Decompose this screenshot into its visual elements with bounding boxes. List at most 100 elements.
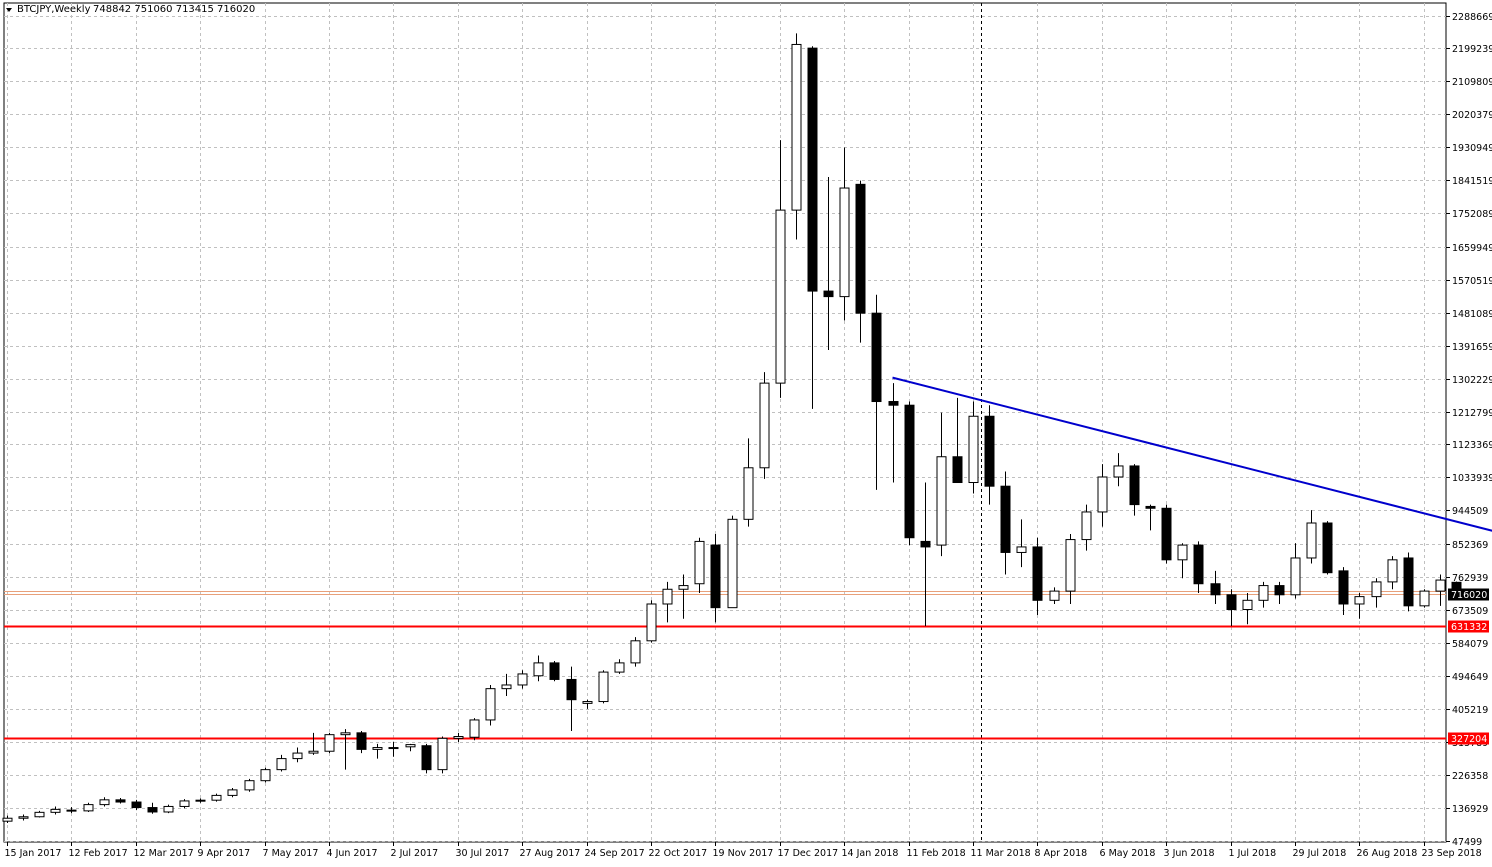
bear-candle-body (1338, 570, 1349, 605)
x-tick-label: 6 May 2018 (1100, 848, 1156, 859)
grid-layer (4, 3, 1446, 842)
candle (968, 401, 979, 494)
candle (823, 176, 834, 350)
x-tick-label: 7 May 2017 (263, 848, 319, 859)
candle (614, 659, 625, 674)
y-tick-label: 2199239 (1452, 44, 1492, 55)
candle (421, 743, 432, 774)
candle (1371, 578, 1382, 608)
candle (791, 33, 802, 240)
bull-candle-body (678, 585, 689, 590)
y-tick-label: 1570519 (1452, 276, 1492, 287)
candle (1032, 537, 1043, 616)
x-tick-label: 26 Aug 2018 (1357, 848, 1418, 859)
y-tick-label: 762939 (1452, 573, 1488, 584)
y-tick-label: 405219 (1452, 705, 1488, 716)
y-tick-label: 1391659 (1452, 342, 1492, 353)
bull-candle-body (195, 799, 206, 802)
candle (549, 661, 560, 682)
time-axis: 15 Jan 2017 12 Feb 2017 12 Mar 2017 9 Apr 2… (5, 842, 1482, 859)
x-tick-label: 1 Jul 2018 (1229, 848, 1277, 859)
support-price-badge (1448, 620, 1489, 633)
bull-candle-body (340, 732, 351, 736)
bear-candle-body (1193, 544, 1204, 585)
candle (1403, 552, 1414, 612)
candle (469, 718, 480, 741)
candle (131, 799, 142, 811)
bull-candle-body (308, 750, 319, 754)
x-tick-label: 17 Dec 2017 (778, 848, 839, 859)
candle (340, 729, 351, 770)
bull-candle-body (1242, 599, 1253, 611)
candle (598, 670, 609, 704)
bull-candle-body (614, 662, 625, 673)
x-tick-label: 24 Sep 2017 (585, 848, 645, 859)
bear-candle-body (566, 678, 577, 701)
bull-candle-body (582, 701, 593, 704)
bull-candle-body (1354, 596, 1365, 605)
y-tick-label: 584079 (1452, 639, 1488, 650)
x-tick-label: 4 Jun 2017 (327, 848, 378, 859)
candle (66, 807, 77, 814)
bull-candle-body (968, 415, 979, 484)
descending-trendline[interactable] (892, 376, 1492, 571)
bull-candle-body (1016, 546, 1027, 553)
bear-candle-body (1210, 583, 1221, 596)
bear-candle-body (823, 290, 834, 298)
bull-candle-body (179, 800, 190, 807)
bull-candle-body (244, 780, 255, 791)
candle (727, 515, 738, 609)
candle (453, 732, 464, 743)
bull-candle-body (1419, 590, 1430, 607)
horizontal-lines[interactable] (4, 591, 1446, 740)
current-price-label: 716020 (1451, 590, 1487, 601)
bull-candle-body (1435, 579, 1446, 592)
x-tick-label: 11 Feb 2018 (907, 848, 966, 859)
bull-candle-body (501, 684, 512, 690)
price-badges: 631332 327204 716020 (1448, 588, 1489, 745)
y-tick-label: 47499 (1452, 837, 1482, 848)
bear-candle-body (855, 183, 866, 314)
y-tick-label: 1033939 (1452, 473, 1492, 484)
bear-candle-body (1000, 485, 1011, 553)
y-tick-label: 1930949 (1452, 143, 1492, 154)
candle (517, 670, 528, 689)
bull-candle-body (292, 752, 303, 760)
bull-candle-body (437, 737, 448, 771)
trendline-layer[interactable] (892, 376, 1492, 571)
candle (163, 804, 174, 814)
candle (50, 806, 61, 815)
candle (871, 294, 882, 490)
candle (1290, 543, 1301, 599)
bear-candle-body (388, 747, 399, 750)
support-price-label: 327204 (1451, 734, 1487, 745)
candle (1145, 504, 1156, 531)
candle (485, 684, 496, 726)
bull-candle-body (517, 673, 528, 686)
candle (678, 574, 689, 619)
x-tick-label: 9 Apr 2017 (198, 848, 251, 859)
candle (936, 412, 947, 557)
y-tick-label: 1212799 (1452, 408, 1492, 419)
current-price-badge (1448, 588, 1489, 601)
candle (1258, 581, 1269, 608)
candle (1306, 510, 1317, 564)
bull-candle-body (163, 805, 174, 813)
y-tick-label: 494649 (1452, 672, 1488, 683)
candle (405, 743, 416, 752)
candle (646, 600, 657, 643)
candle (888, 383, 899, 483)
bull-candle-body (324, 734, 335, 752)
y-tick-label: 2288669 (1452, 12, 1492, 23)
x-tick-label: 30 Jul 2017 (456, 848, 510, 859)
y-tick-label: 1481089 (1452, 309, 1492, 320)
x-tick-label: 23 Sep 2018 (1422, 848, 1482, 859)
candle (99, 797, 110, 807)
candle (1097, 464, 1108, 527)
x-tick-label: 8 Apr 2018 (1035, 848, 1088, 859)
triangle-down-icon[interactable] (6, 8, 12, 12)
bull-candle-body (598, 671, 609, 703)
bull-candle-body (1258, 585, 1269, 601)
